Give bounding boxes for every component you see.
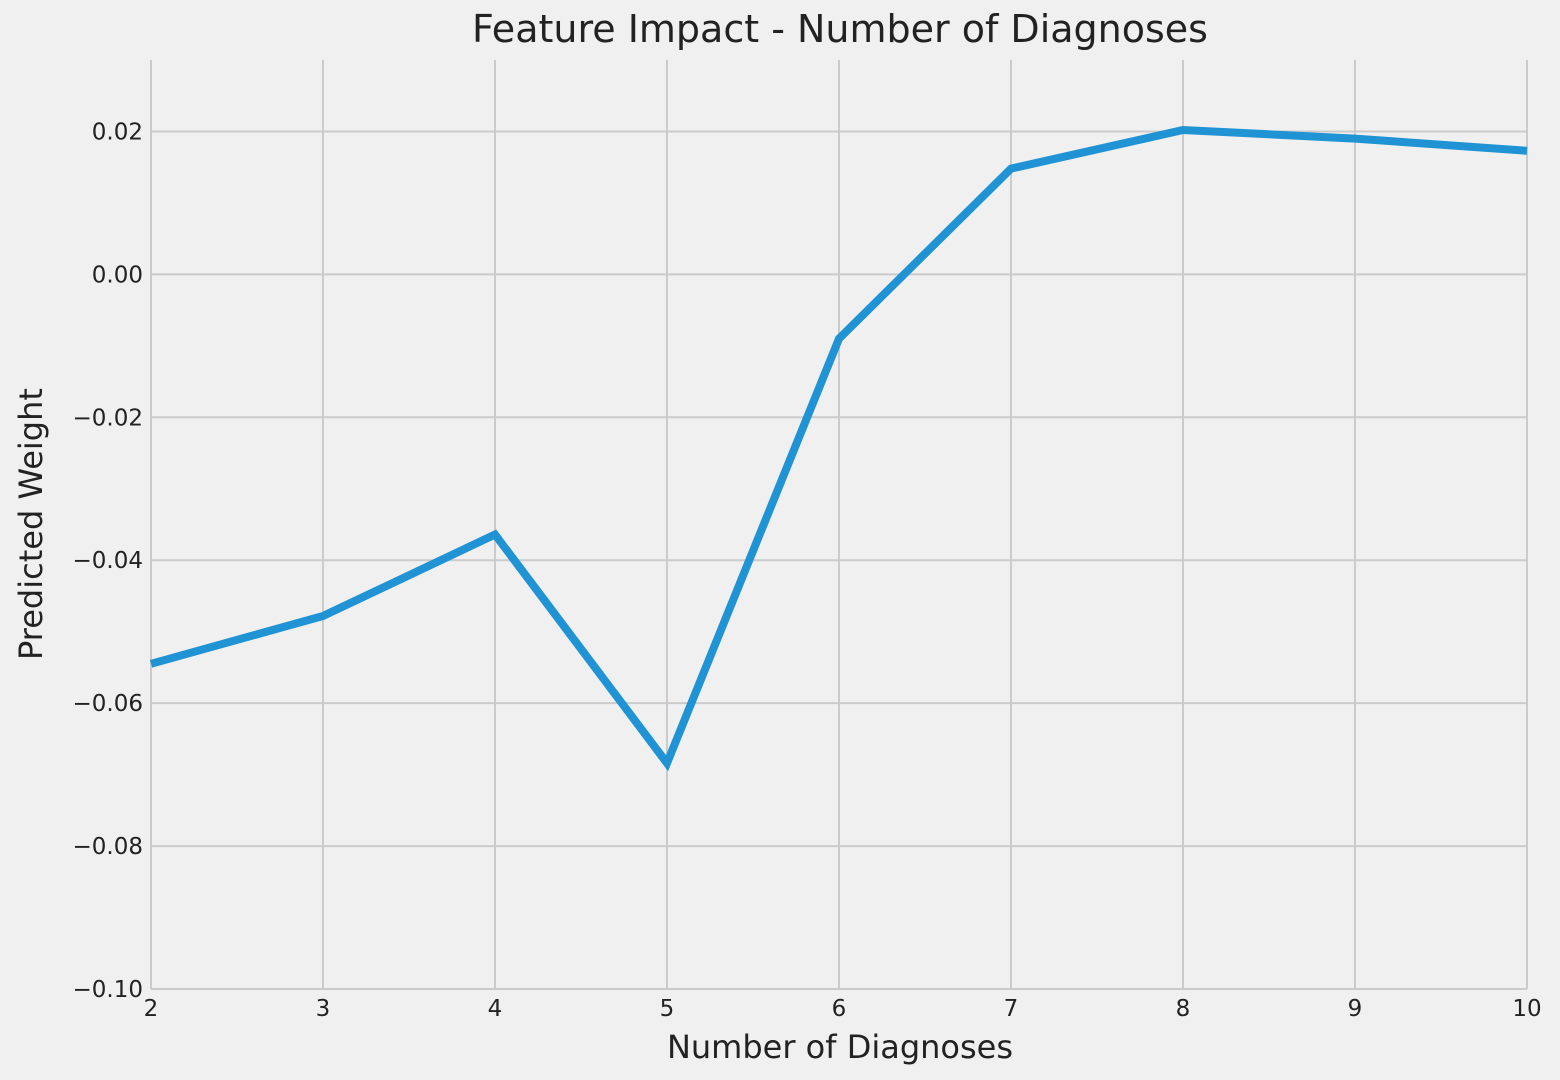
y-tick-label: 0.00	[92, 262, 143, 288]
series-lines	[149, 125, 1528, 772]
x-tick-label: 10	[1512, 996, 1541, 1022]
x-tick-labels: 2 3 4 5 6 7 8 9 10	[144, 996, 1542, 1022]
series-line	[149, 125, 1528, 772]
x-tick-label: 4	[488, 996, 503, 1022]
x-tick-label: 2	[144, 996, 159, 1022]
y-tick-labels: −0.10 −0.08 −0.06 −0.04 −0.02 0.00 0.02	[73, 119, 143, 1003]
y-tick-label: −0.10	[73, 977, 143, 1003]
x-tick-label: 9	[1348, 996, 1363, 1022]
x-tick-label: 5	[660, 996, 675, 1022]
x-axis-label: Number of Diagnoses	[667, 1028, 1013, 1066]
x-tick-label: 3	[316, 996, 331, 1022]
x-tick-label: 7	[1004, 996, 1019, 1022]
y-tick-label: −0.06	[73, 691, 143, 717]
grid	[150, 60, 1528, 990]
x-tick-label: 6	[832, 996, 847, 1022]
x-tick-label: 8	[1176, 996, 1191, 1022]
y-tick-label: −0.04	[73, 548, 143, 574]
y-axis-label: Predicted Weight	[12, 388, 50, 660]
chart-title: Feature Impact - Number of Diagnoses	[472, 7, 1208, 51]
y-tick-label: −0.02	[73, 405, 143, 431]
y-tick-label: 0.02	[92, 119, 143, 145]
y-tick-label: −0.08	[73, 834, 143, 860]
